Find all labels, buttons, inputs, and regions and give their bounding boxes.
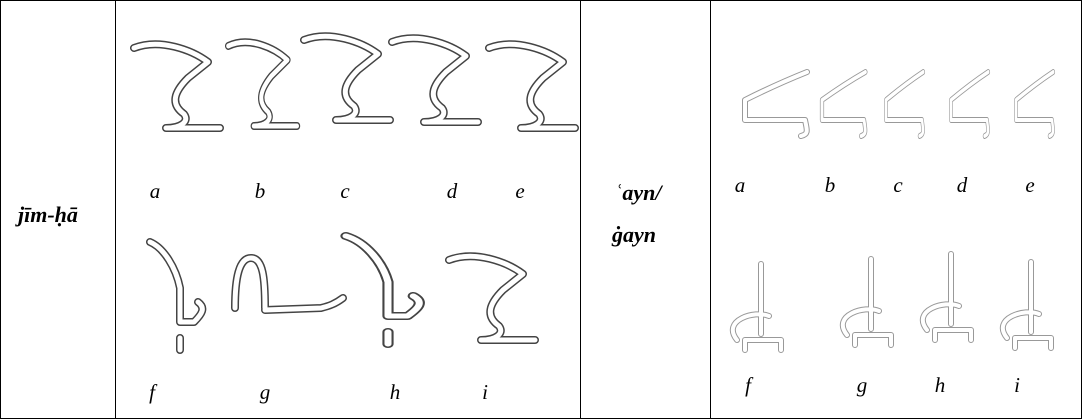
- glyph-letter: d: [447, 179, 458, 203]
- glyph-letter: g: [857, 373, 868, 397]
- glyph-letter: e: [515, 179, 524, 203]
- glyph-letter: a: [150, 179, 161, 203]
- glyph-letter: h: [935, 373, 946, 397]
- glyph-letter: a: [735, 173, 746, 197]
- row-label: ġayn: [611, 222, 656, 247]
- glyph-letter: i: [1014, 373, 1020, 397]
- glyph-letter: c: [340, 179, 350, 203]
- row-label: jīm-ḥā: [15, 202, 78, 227]
- glyph-letter: b: [825, 173, 836, 197]
- glyph-letter: i: [482, 380, 488, 404]
- glyph-letter: b: [255, 179, 266, 203]
- glyph-letter: h: [390, 380, 401, 404]
- row-label: ʿayn/: [615, 180, 663, 205]
- glyph-letter: e: [1025, 173, 1034, 197]
- glyph-letter: d: [957, 173, 968, 197]
- glyph-drawings: [134, 36, 1053, 350]
- glyph-letter: f: [745, 373, 754, 397]
- glyph-letter: g: [260, 380, 271, 404]
- glyph-letter: f: [149, 380, 158, 404]
- letter-labels: a b c d e f g h i a b c d e f g h i: [149, 173, 1035, 404]
- glyph-letter: c: [893, 173, 903, 197]
